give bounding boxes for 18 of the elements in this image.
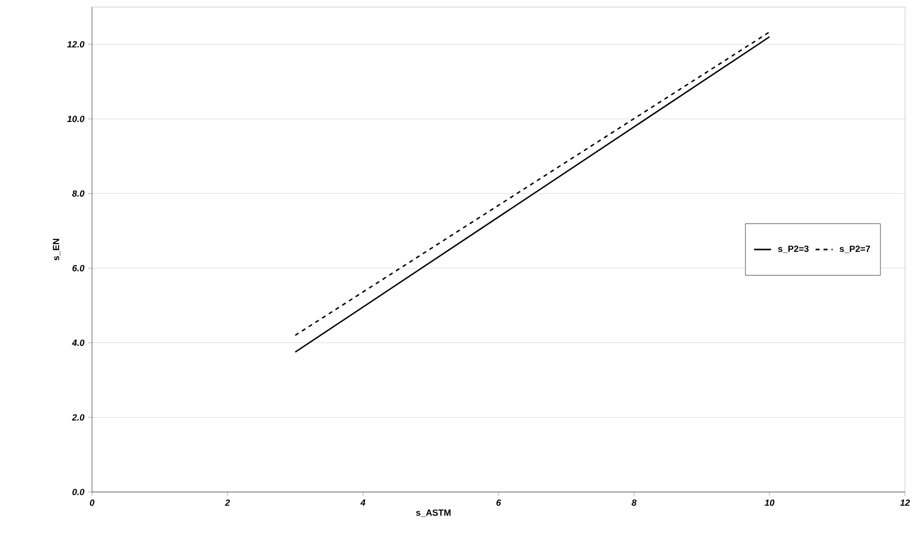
x-tick-label: 4 [360,500,366,506]
x-tick-label: 0 [90,500,94,506]
legend-label: s_P2=3 [778,246,809,253]
x-axis-title: s_ASTM [416,509,451,517]
x-tick-label: 12 [900,500,910,506]
x-tick-label: 10 [764,500,774,506]
y-tick-label: 0.0 [72,488,84,496]
x-tick-label: 2 [224,500,230,506]
y-tick-label: 4.0 [72,340,84,346]
y-axis-title: s_EN [52,238,60,260]
y-tick-label: 10.0 [67,116,84,122]
y-tick-label: 8.0 [72,190,84,197]
x-tick-label: 6 [496,500,502,506]
y-tick-label: 12.0 [67,41,84,48]
legend-label: s_P2=7 [840,246,870,253]
y-tick-label: 6.0 [72,264,84,272]
y-tick-label: 2.0 [72,414,84,421]
x-tick-label: 8 [632,499,636,506]
